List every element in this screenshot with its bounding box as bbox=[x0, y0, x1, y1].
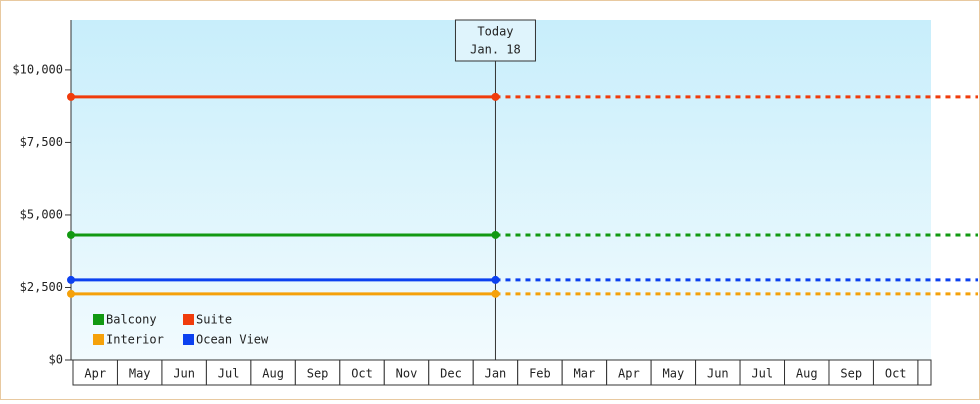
x-tick-label: Sep bbox=[840, 367, 862, 381]
legend-label: Balcony bbox=[106, 313, 157, 327]
y-tick-label: $7,500 bbox=[20, 135, 63, 149]
plot-area bbox=[71, 20, 931, 360]
series-point bbox=[491, 289, 500, 298]
series-point bbox=[67, 230, 75, 239]
x-tick-label: May bbox=[663, 367, 685, 381]
legend-swatch bbox=[183, 314, 194, 325]
today-box bbox=[454, 19, 536, 62]
x-tick-box bbox=[250, 359, 296, 386]
y-tick-label: $2,500 bbox=[20, 280, 63, 294]
series-point bbox=[491, 275, 500, 284]
x-tick-box bbox=[383, 359, 430, 386]
x-tick-box bbox=[205, 359, 252, 386]
x-tick-box bbox=[606, 359, 652, 386]
y-tick-label: $10,000 bbox=[12, 62, 63, 76]
x-tick-label: Oct bbox=[351, 367, 373, 381]
y-tick-label: $0 bbox=[49, 353, 63, 367]
x-tick-box bbox=[739, 359, 786, 386]
x-tick-label: Jan bbox=[485, 367, 507, 381]
x-tick-box bbox=[872, 359, 919, 386]
x-tick-label: Apr bbox=[618, 367, 640, 381]
x-tick-label: Dec bbox=[440, 367, 462, 381]
x-tick-label: Nov bbox=[396, 367, 418, 381]
x-tick-box bbox=[917, 359, 932, 386]
x-tick-label: Jul bbox=[218, 367, 240, 381]
legend-label: Suite bbox=[196, 313, 232, 327]
x-tick-label: Aug bbox=[262, 367, 284, 381]
x-tick-box bbox=[161, 359, 207, 386]
x-tick-label: Jun bbox=[173, 367, 195, 381]
x-tick-label: Jul bbox=[751, 367, 773, 381]
series-point bbox=[491, 230, 500, 239]
x-tick-box bbox=[472, 359, 519, 386]
x-tick-label: May bbox=[129, 367, 151, 381]
y-tick-label: $5,000 bbox=[20, 207, 63, 221]
legend-label: Ocean View bbox=[196, 333, 269, 347]
x-tick-box bbox=[72, 359, 118, 386]
x-tick-label: Mar bbox=[574, 367, 596, 381]
today-label: Jan. 18 bbox=[470, 43, 521, 57]
legend-swatch bbox=[93, 334, 104, 345]
x-tick-label: Jun bbox=[707, 367, 729, 381]
legend-swatch bbox=[93, 314, 104, 325]
x-tick-box bbox=[561, 359, 608, 386]
series-point bbox=[67, 289, 75, 298]
x-tick-box bbox=[695, 359, 741, 386]
x-tick-label: Feb bbox=[529, 367, 551, 381]
x-tick-box bbox=[116, 359, 163, 386]
legend-label: Interior bbox=[106, 333, 164, 347]
series-point bbox=[67, 275, 75, 284]
x-tick-label: Sep bbox=[307, 367, 329, 381]
x-tick-label: Apr bbox=[84, 367, 106, 381]
today-label: Today bbox=[477, 25, 513, 39]
x-tick-box bbox=[828, 359, 874, 386]
x-tick-label: Oct bbox=[885, 367, 907, 381]
legend-swatch bbox=[183, 334, 194, 345]
series-point bbox=[67, 92, 75, 101]
series-point bbox=[491, 92, 500, 101]
x-tick-label: Aug bbox=[796, 367, 818, 381]
